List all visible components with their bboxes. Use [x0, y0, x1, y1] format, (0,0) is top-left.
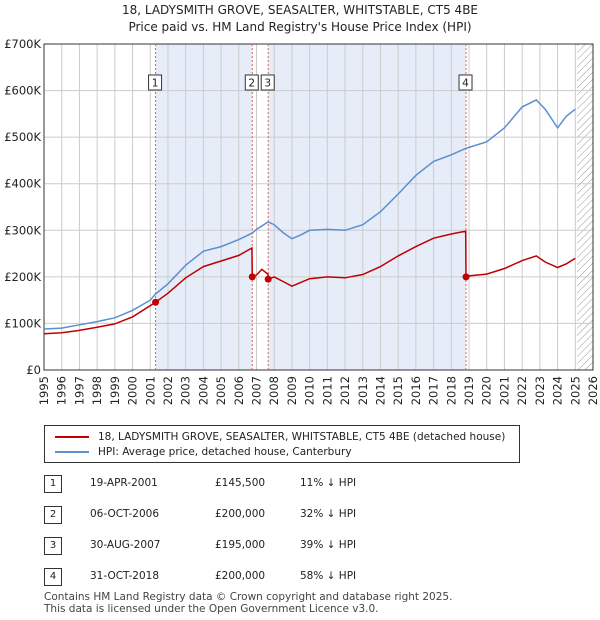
legend: 18, LADYSMITH GROVE, SEASALTER, WHITSTAB…: [44, 425, 520, 463]
x-tick-label: 2020: [480, 376, 494, 405]
hpi-series-line: [43, 98, 576, 330]
sale-number-badge: 2: [44, 506, 62, 524]
sale-label-box: [244, 74, 259, 91]
y-tick-label: £500K: [4, 130, 41, 144]
x-tick-label: 2005: [214, 376, 228, 405]
x-tick-label: 2003: [179, 376, 193, 405]
sale-number-badge: 1: [44, 475, 62, 493]
x-tick-label: 2002: [161, 376, 175, 405]
x-tick-label: 2008: [267, 376, 281, 405]
x-tick-label: 1996: [55, 376, 69, 405]
chart-subtitle: Price paid vs. HM Land Registry's House …: [128, 20, 472, 34]
x-tick-label: 1997: [72, 376, 86, 405]
x-tick-label: 2021: [497, 376, 511, 405]
x-tick-label: 2009: [285, 376, 299, 405]
legend-label-price-paid: 18, LADYSMITH GROVE, SEASALTER, WHITSTAB…: [98, 431, 506, 443]
x-tick-label: 2022: [515, 376, 529, 405]
sale-hpi-diff: 58% ↓ HPI: [300, 570, 357, 582]
sale-row: 4 31-OCT-2018 £200,000 58% ↓ HPI: [44, 566, 424, 590]
x-tick-label: 2023: [533, 376, 547, 405]
sale-label-box: [148, 74, 163, 91]
sale-point: [264, 275, 272, 283]
sale-number-badge: 3: [44, 537, 62, 555]
y-tick-label: £600K: [4, 84, 41, 98]
x-tick-label: 2018: [444, 376, 458, 405]
x-tick-label: 2017: [427, 376, 441, 405]
legend-item-price-paid: 18, LADYSMITH GROVE, SEASALTER, WHITSTAB…: [55, 430, 505, 444]
sale-row: 3 30-AUG-2007 £195,000 39% ↓ HPI: [44, 535, 424, 559]
sale-label-number: 2: [248, 78, 255, 90]
sale-date: 06-OCT-2006: [90, 508, 159, 520]
x-tick-label: 2001: [143, 376, 157, 405]
sale-label-number: 3: [264, 78, 271, 90]
footer-licence: This data is licensed under the Open Gov…: [44, 603, 379, 615]
sale-date: 31-OCT-2018: [90, 570, 159, 582]
shaded-range: [268, 44, 467, 370]
shaded-range: [155, 44, 253, 370]
plot-frame: [43, 43, 594, 371]
x-tick-label: 2016: [409, 376, 423, 405]
sale-point: [152, 298, 160, 306]
forecast-hatch: [577, 44, 593, 370]
x-tick-label: 1995: [37, 376, 51, 405]
sale-date: 19-APR-2001: [90, 477, 158, 489]
x-tick-label: 2024: [551, 376, 565, 405]
legend-label-hpi: HPI: Average price, detached house, Cant…: [98, 446, 352, 458]
x-tick-label: 2007: [250, 376, 264, 405]
sale-label-number: 1: [152, 78, 159, 90]
x-tick-label: 2000: [126, 376, 140, 405]
x-tick-label: 1998: [90, 376, 104, 405]
chart-title: 18, LADYSMITH GROVE, SEASALTER, WHITSTAB…: [121, 3, 479, 17]
legend-line-hpi: [55, 451, 89, 453]
sale-price: £195,000: [215, 539, 266, 551]
price-chart: £0 £100K £200K £300K £400K £500K £600K £700K 199…: [4, 37, 600, 405]
x-tick-label: 2012: [338, 376, 352, 405]
y-tick-label: £0: [26, 363, 41, 377]
sale-label-box: [458, 74, 473, 91]
sale-number-badge: 4: [44, 568, 62, 586]
x-tick-label: 2013: [356, 376, 370, 405]
y-tick-label: £700K: [4, 37, 41, 51]
x-tick-label: 2019: [462, 376, 476, 405]
x-tick-label: 2014: [373, 376, 387, 405]
x-tick-label: 2011: [320, 376, 334, 405]
sale-label-box: [260, 74, 275, 91]
sale-row: 2 06-OCT-2006 £200,000 32% ↓ HPI: [44, 504, 424, 528]
y-tick-label: £300K: [4, 223, 41, 237]
x-tick-label: 1999: [108, 376, 122, 405]
x-tick-label: 2025: [568, 376, 582, 405]
sale-label-number: 4: [462, 78, 469, 90]
x-tick-label: 2015: [391, 376, 405, 405]
legend-line-price-paid: [55, 436, 89, 438]
sale-point: [248, 273, 256, 281]
sale-hpi-diff: 39% ↓ HPI: [300, 539, 357, 551]
x-tick-label: 2004: [196, 376, 210, 405]
sale-row: 1 19-APR-2001 £145,500 11% ↓ HPI: [44, 473, 424, 497]
sale-price: £200,000: [215, 508, 266, 520]
sale-date: 30-AUG-2007: [90, 539, 161, 551]
y-tick-label: £100K: [4, 316, 41, 330]
sale-hpi-diff: 32% ↓ HPI: [300, 508, 357, 520]
sale-hpi-diff: 11% ↓ HPI: [300, 477, 357, 489]
y-tick-label: £200K: [4, 270, 41, 284]
sale-point: [462, 273, 470, 281]
y-tick-label: £400K: [4, 177, 41, 191]
x-tick-label: 2010: [303, 376, 317, 405]
legend-item-hpi: HPI: Average price, detached house, Cant…: [55, 445, 352, 459]
x-tick-label: 2026: [586, 376, 600, 405]
sale-price: £145,500: [215, 477, 266, 489]
price-paid-series-line: [43, 230, 576, 335]
x-tick-label: 2006: [232, 376, 246, 405]
footer-copyright: Contains HM Land Registry data © Crown c…: [44, 591, 453, 603]
sale-price: £200,000: [215, 570, 266, 582]
